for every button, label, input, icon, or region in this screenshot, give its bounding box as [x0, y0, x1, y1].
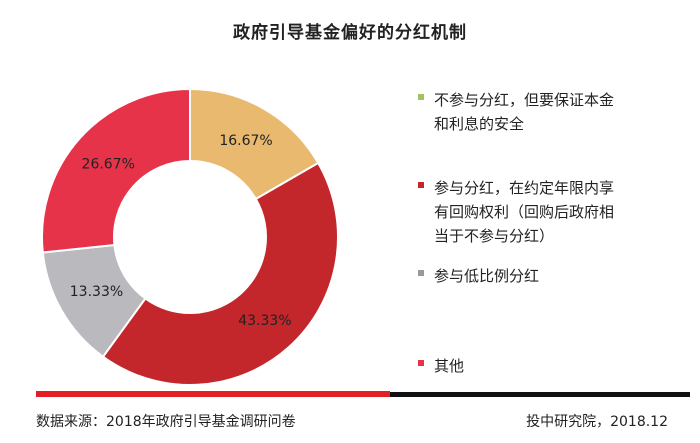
- legend-swatch: [418, 270, 424, 276]
- legend-label: 参与分红，在约定年限内享 有回购权利（回购后政府相 当于不参与分红）: [434, 176, 684, 248]
- legend-label-line: 和利息的安全: [434, 115, 525, 133]
- legend-swatch: [418, 182, 424, 188]
- legend-label-line: 不参与分红，但要保证本金: [434, 91, 615, 109]
- legend-label-line: 参与低比例分红: [434, 267, 540, 285]
- legend-label-line: 当于不参与分红）: [434, 227, 555, 245]
- slice-value-label: 13.33%: [70, 284, 123, 300]
- publisher-credit: 投中研究院，2018.12: [526, 414, 668, 430]
- chart-title: 政府引导基金偏好的分红机制: [233, 23, 467, 43]
- legend-label-line: 有回购权利（回购后政府相: [434, 203, 615, 221]
- legend-swatch: [418, 94, 424, 100]
- legend-label-line: 其他: [434, 357, 465, 375]
- donut-slice: [41, 87, 191, 254]
- legend-label: 参与低比例分红: [434, 264, 684, 288]
- footer-divider-red: [36, 391, 390, 397]
- legend-swatch: [418, 360, 424, 366]
- legend-label: 其他: [434, 354, 684, 378]
- slice-value-label: 26.67%: [82, 156, 135, 172]
- donut-slice: [101, 161, 339, 386]
- slice-value-label: 43.33%: [238, 313, 291, 329]
- legend-label-line: 参与分红，在约定年限内享: [434, 179, 615, 197]
- source-note: 数据来源：2018年政府引导基金调研问卷: [36, 414, 296, 430]
- slice-value-label: 16.67%: [219, 133, 272, 149]
- donut-slice: [189, 87, 320, 201]
- footer-divider-black: [390, 392, 690, 397]
- legend-label: 不参与分红，但要保证本金 和利息的安全: [434, 88, 684, 136]
